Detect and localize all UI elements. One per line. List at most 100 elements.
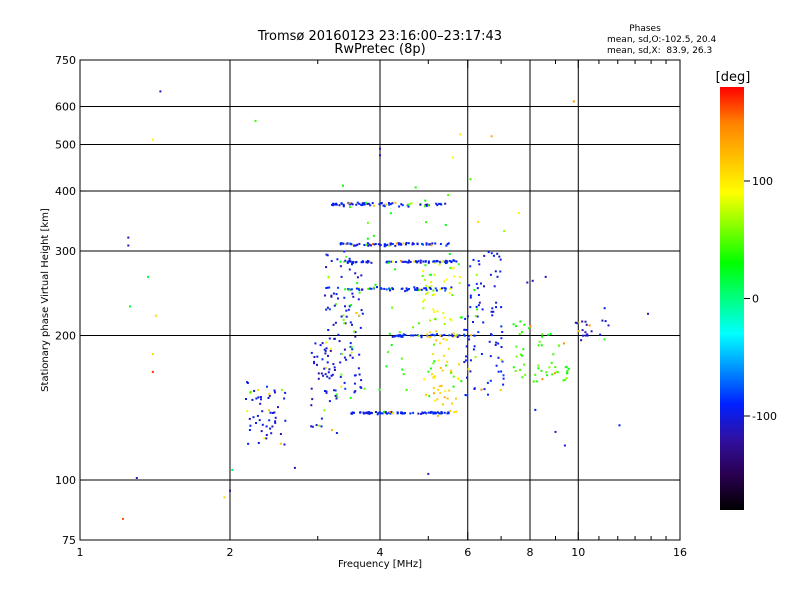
data-point — [345, 315, 348, 318]
data-point — [324, 390, 326, 392]
data-point — [469, 294, 472, 297]
data-point — [409, 412, 412, 415]
data-point — [361, 261, 364, 264]
data-point — [444, 390, 447, 393]
data-point — [554, 372, 556, 375]
data-point — [331, 373, 334, 376]
data-point — [550, 361, 553, 364]
data-point — [346, 261, 349, 263]
data-point — [483, 254, 486, 257]
data-point — [258, 419, 261, 422]
data-point — [427, 286, 430, 289]
data-point — [372, 234, 375, 237]
data-point — [468, 284, 471, 287]
data-point — [328, 286, 331, 289]
data-point — [436, 260, 439, 263]
data-point — [458, 282, 461, 284]
data-point — [382, 204, 385, 207]
colorbar-label: [deg] — [716, 70, 751, 85]
data-point — [251, 398, 254, 401]
data-point — [246, 410, 249, 413]
data-point — [267, 397, 270, 399]
data-point — [424, 411, 426, 414]
x-tick-label: 6 — [464, 546, 471, 559]
data-point — [349, 260, 352, 263]
data-point — [354, 335, 357, 338]
data-point — [453, 411, 456, 414]
data-point — [365, 243, 368, 246]
data-point — [475, 282, 478, 285]
data-point — [439, 288, 442, 291]
data-point — [519, 353, 522, 356]
data-point — [501, 331, 504, 333]
data-point — [483, 285, 485, 288]
data-point — [367, 202, 370, 205]
data-point — [445, 278, 448, 281]
data-point — [538, 340, 541, 343]
data-point — [342, 242, 344, 245]
data-point — [549, 332, 552, 335]
y-tick-label: 200 — [55, 330, 76, 343]
data-point — [430, 244, 433, 247]
data-point — [585, 323, 588, 326]
data-point — [357, 298, 360, 301]
data-point — [469, 306, 472, 309]
data-point — [582, 334, 584, 337]
data-point — [363, 387, 366, 390]
data-point — [333, 389, 336, 392]
data-point — [449, 267, 452, 269]
data-point — [452, 385, 455, 388]
data-point — [407, 205, 410, 208]
data-point — [383, 287, 386, 290]
data-point — [500, 370, 503, 373]
data-point — [350, 412, 353, 415]
data-point — [437, 415, 439, 417]
data-point — [425, 288, 428, 291]
data-point — [354, 272, 357, 275]
data-point — [261, 410, 264, 413]
data-point — [435, 330, 438, 333]
data-point — [417, 322, 420, 325]
data-point — [274, 421, 277, 424]
data-point — [433, 360, 436, 363]
data-point — [402, 334, 405, 337]
data-point — [337, 286, 339, 289]
data-point — [391, 287, 394, 290]
data-point — [500, 337, 503, 340]
data-point — [363, 412, 365, 415]
data-point — [431, 242, 434, 245]
data-point — [398, 331, 401, 334]
data-point — [325, 347, 328, 350]
data-point — [361, 202, 364, 205]
data-point — [437, 388, 440, 391]
data-point — [472, 348, 475, 351]
data-point — [274, 416, 277, 419]
data-point — [332, 363, 335, 366]
data-point — [313, 360, 315, 363]
data-point — [358, 202, 361, 205]
data-point — [257, 389, 260, 391]
data-point — [449, 410, 451, 412]
data-point — [344, 259, 347, 262]
data-point — [604, 320, 607, 323]
data-point — [419, 261, 422, 264]
y-axis-label: Stationary phase Virtual Height [km] — [40, 208, 51, 392]
data-point — [382, 410, 385, 413]
data-point — [334, 394, 337, 397]
data-point — [410, 334, 413, 337]
data-point — [475, 273, 478, 276]
data-point — [466, 394, 469, 397]
data-point — [590, 330, 593, 333]
data-point — [647, 312, 649, 315]
data-point — [445, 364, 447, 367]
data-point — [381, 412, 384, 415]
data-point — [463, 328, 466, 331]
data-point — [327, 286, 329, 289]
data-point — [443, 287, 446, 289]
data-point — [497, 370, 500, 373]
data-point — [266, 385, 268, 388]
data-point — [424, 199, 427, 202]
data-point — [414, 260, 417, 263]
data-point — [426, 335, 429, 338]
data-point — [343, 260, 345, 263]
